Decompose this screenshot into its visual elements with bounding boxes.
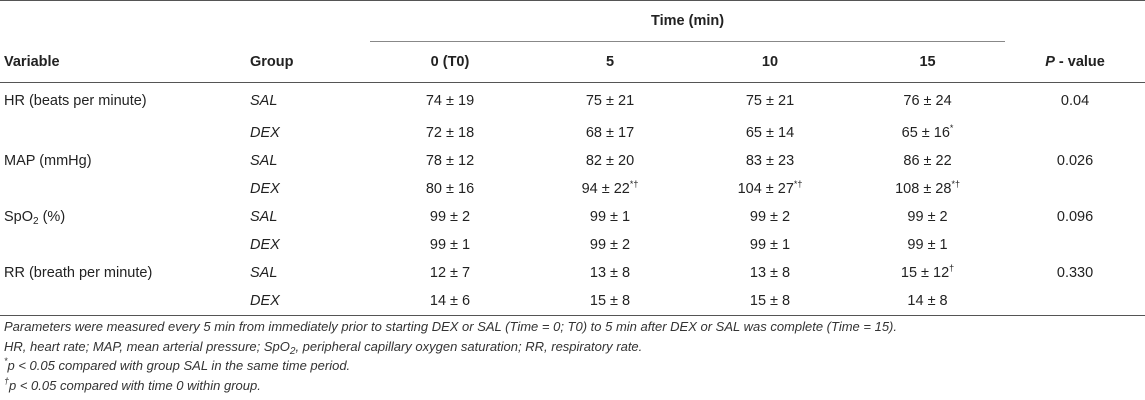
cell-t15: 99 ± 1 <box>907 237 948 253</box>
cell-t15: 76 ± 24 <box>903 93 952 109</box>
cell-t10: 65 ± 14 <box>745 125 795 141</box>
footnote-abbreviations: HR, heart rate; MAP, mean arterial press… <box>4 338 643 357</box>
cell-p <box>1005 231 1145 259</box>
cell-t5: 99 ± 1 <box>589 209 631 225</box>
cell-variable <box>0 175 250 203</box>
table-row: DEX 72 ± 18 68 ± 17 65 ± 14 65 ± 16* <box>0 119 1145 147</box>
significance-marker: *† <box>793 179 803 189</box>
cell-t5: 75 ± 21 <box>585 93 635 109</box>
footnote-asterisk: *p < 0.05 compared with group SAL in the… <box>4 356 351 374</box>
cell-p <box>1005 287 1145 316</box>
table-row: HR (beats per minute) SAL 74 ± 19 75 ± 2… <box>0 83 1145 120</box>
cell-p: 0.096 <box>1056 209 1094 225</box>
cell-group: DEX <box>250 181 280 197</box>
cell-t5: 13 ± 8 <box>589 265 631 281</box>
col-p-value: P - value <box>1045 53 1105 70</box>
cell-p: 0.330 <box>1056 265 1094 281</box>
cell-t0: 14 ± 6 <box>429 293 471 309</box>
col-group: Group <box>250 53 294 70</box>
cell-variable: HR (beats per minute) <box>4 93 147 109</box>
significance-marker: *† <box>951 179 960 189</box>
cell-t0: 99 ± 2 <box>429 209 471 225</box>
cell-group: SAL <box>250 93 278 109</box>
table-row: DEX 14 ± 6 15 ± 8 15 ± 8 14 ± 8 <box>0 287 1145 316</box>
col-t5: 5 <box>605 54 615 70</box>
cell-t15: 15 ± 12† <box>900 263 955 282</box>
cell-group: SAL <box>250 265 278 281</box>
column-header-row: Variable Group 0 (T0) 5 10 15 P - value <box>0 42 1145 83</box>
results-table-container: Time (min) Variable Group 0 (T0) 5 10 15… <box>0 0 1145 316</box>
cell-t10: 99 ± 2 <box>749 209 791 225</box>
results-table: Time (min) Variable Group 0 (T0) 5 10 15… <box>0 0 1145 316</box>
cell-t15: 99 ± 2 <box>907 209 948 225</box>
cell-t0: 99 ± 1 <box>429 237 471 253</box>
cell-t5: 68 ± 17 <box>585 125 635 141</box>
table-row: RR (breath per minute) SAL 12 ± 7 13 ± 8… <box>0 259 1145 287</box>
cell-t0: 12 ± 7 <box>429 265 471 281</box>
cell-t0: 74 ± 19 <box>425 93 475 109</box>
cell-t5: 99 ± 2 <box>589 237 631 253</box>
cell-group: SAL <box>250 209 278 225</box>
cell-group: DEX <box>250 237 280 253</box>
cell-variable <box>0 231 250 259</box>
footnote-dagger: †p < 0.05 compared with time 0 within gr… <box>4 375 261 393</box>
cell-p: 0.026 <box>1056 153 1094 169</box>
significance-marker: *† <box>629 179 639 189</box>
cell-variable <box>0 119 250 147</box>
cell-t15: 108 ± 28*† <box>895 179 960 198</box>
table-row: DEX 99 ± 1 99 ± 2 99 ± 1 99 ± 1 <box>0 231 1145 259</box>
footnote-parameters: Parameters were measured every 5 min fro… <box>4 319 898 334</box>
cell-t5: 82 ± 20 <box>585 153 635 169</box>
cell-t10: 75 ± 21 <box>745 93 795 109</box>
cell-p <box>1005 175 1145 203</box>
cell-p: 0.04 <box>1060 93 1090 109</box>
cell-variable <box>0 287 250 316</box>
col-t0: 0 (T0) <box>430 54 470 70</box>
col-variable: Variable <box>4 53 60 70</box>
cell-t15: 14 ± 8 <box>907 293 948 309</box>
cell-t10: 104 ± 27*† <box>737 179 803 198</box>
cell-group: SAL <box>250 153 278 169</box>
table-row: DEX 80 ± 16 94 ± 22*† 104 ± 27*† 108 ± 2… <box>0 175 1145 203</box>
table-row: SpO2 (%) SAL 99 ± 2 99 ± 1 99 ± 2 99 ± 2… <box>0 203 1145 231</box>
table-row: MAP (mmHg) SAL 78 ± 12 82 ± 20 83 ± 23 8… <box>0 147 1145 175</box>
cell-t5: 94 ± 22*† <box>581 179 639 198</box>
cell-p <box>1005 119 1145 147</box>
cell-group: DEX <box>250 293 280 309</box>
cell-t10: 15 ± 8 <box>749 293 791 309</box>
cell-variable: MAP (mmHg) <box>4 153 92 169</box>
cell-variable: RR (breath per minute) <box>4 265 153 281</box>
col-t15: 15 <box>919 54 936 70</box>
cell-t0: 80 ± 16 <box>425 181 475 197</box>
table-footnotes: Parameters were measured every 5 min fro… <box>4 317 1139 395</box>
cell-t15: 65 ± 16* <box>901 123 954 142</box>
cell-t0: 78 ± 12 <box>425 153 475 169</box>
time-header: Time (min) <box>370 0 1006 42</box>
time-header-row: Time (min) <box>0 0 1145 42</box>
cell-t5: 15 ± 8 <box>589 293 631 309</box>
cell-t10: 13 ± 8 <box>749 265 791 281</box>
significance-marker: * <box>949 123 954 133</box>
col-t10: 10 <box>761 54 779 70</box>
cell-t10: 83 ± 23 <box>745 153 795 169</box>
cell-t15: 86 ± 22 <box>903 153 952 169</box>
significance-marker: † <box>949 263 955 273</box>
cell-variable: SpO2 (%) <box>4 209 66 227</box>
cell-t10: 99 ± 1 <box>749 237 791 253</box>
cell-group: DEX <box>250 125 280 141</box>
cell-t0: 72 ± 18 <box>425 125 475 141</box>
